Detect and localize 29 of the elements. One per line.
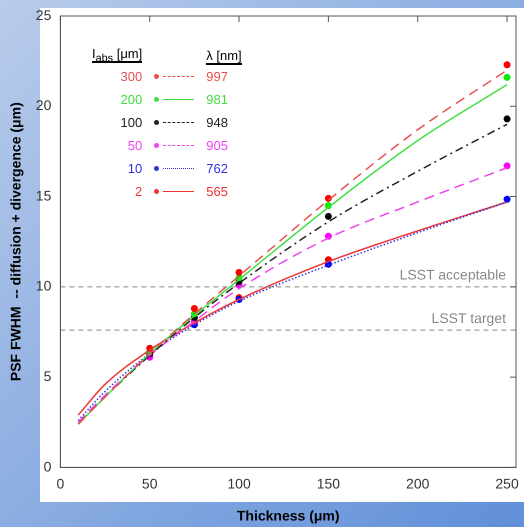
x-axis-title: Thickness (μm) (236, 507, 340, 524)
x-tick-label: 0 (56, 476, 64, 492)
ref-line-label: LSST acceptable (400, 266, 506, 283)
x-tick-label: 250 (495, 476, 519, 492)
annotation: 905 (205, 136, 229, 155)
ref-line-label: LSST target (432, 310, 506, 326)
annotation: 565 (205, 182, 229, 201)
y-axis-title: PSF FWHM -- diffusion + divergence (μm) (7, 102, 24, 382)
x-tick-label: 150 (316, 476, 340, 492)
y-tick-label: 10 (36, 278, 52, 294)
x-tick-label: 50 (142, 476, 158, 492)
y-tick-label: 5 (44, 368, 52, 384)
y-tick-label: 20 (36, 97, 52, 114)
legend-label: 200 (120, 90, 144, 109)
legend-label: 50 (126, 136, 144, 155)
annotation: 981 (205, 90, 229, 109)
legend-label: 100 (120, 114, 144, 132)
annotation: 997 (205, 68, 229, 86)
legend-label: 2 (134, 182, 144, 201)
y-tick-label: 0 (44, 458, 52, 474)
annotation: 762 (205, 160, 229, 178)
annotation: λ [nm] (206, 48, 242, 65)
x-tick-label: 100 (227, 476, 251, 492)
legend-label: 300 (120, 68, 144, 86)
annotation: 948 (205, 114, 229, 132)
y-tick-label: 15 (36, 187, 52, 204)
x-tick-label: 200 (406, 476, 430, 492)
legend-label: 10 (126, 160, 144, 178)
y-tick-label: 25 (36, 6, 52, 23)
